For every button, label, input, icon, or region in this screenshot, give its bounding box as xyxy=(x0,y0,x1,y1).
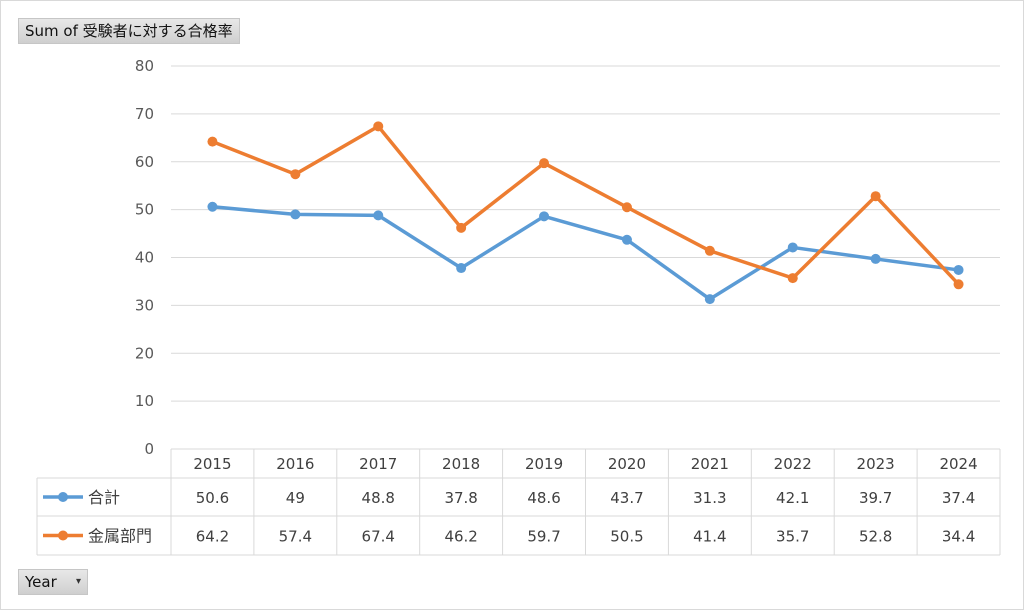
legend-label: 合計 xyxy=(88,488,120,507)
data-table-cell: 34.4 xyxy=(942,528,975,546)
data-point xyxy=(704,294,715,305)
data-point xyxy=(456,222,467,233)
data-table-cell: 37.4 xyxy=(942,489,975,507)
legend-key-marker xyxy=(58,530,68,541)
data-point xyxy=(787,273,798,284)
data-table-cell: 46.2 xyxy=(444,528,477,546)
x-tick-label: 2020 xyxy=(608,455,646,473)
data-table-cell: 43.7 xyxy=(610,489,643,507)
data-point xyxy=(953,264,964,275)
y-tick-label: 80 xyxy=(135,57,154,75)
data-point xyxy=(621,202,632,213)
x-tick-label: 2017 xyxy=(359,455,397,473)
data-point xyxy=(539,211,550,222)
legend-label: 金属部門 xyxy=(88,527,152,546)
data-table-cell: 37.8 xyxy=(444,489,477,507)
x-tick-label: 2015 xyxy=(193,455,231,473)
data-table-cell: 41.4 xyxy=(693,528,726,546)
data-table-cell: 42.1 xyxy=(776,489,809,507)
data-table-cell: 52.8 xyxy=(859,528,892,546)
data-table-cell: 31.3 xyxy=(693,489,726,507)
data-point xyxy=(373,121,384,132)
dropdown-arrow-icon: ▾ xyxy=(75,576,81,587)
data-point xyxy=(870,191,881,202)
x-tick-label: 2024 xyxy=(939,455,977,473)
y-tick-label: 60 xyxy=(135,153,154,171)
data-table-cell: 50.6 xyxy=(196,489,229,507)
data-table-cell: 48.6 xyxy=(527,489,560,507)
data-point xyxy=(373,210,384,221)
data-table-cell: 67.4 xyxy=(362,528,395,546)
data-point xyxy=(870,253,881,264)
x-tick-label: 2021 xyxy=(691,455,729,473)
data-point xyxy=(704,245,715,256)
data-point xyxy=(456,263,467,274)
x-tick-label: 2018 xyxy=(442,455,480,473)
x-tick-label: 2023 xyxy=(857,455,895,473)
data-point xyxy=(207,136,218,147)
data-table-cell: 59.7 xyxy=(527,528,560,546)
data-point xyxy=(621,234,632,245)
series-line xyxy=(210,124,961,287)
x-tick-label: 2022 xyxy=(774,455,812,473)
series-line xyxy=(210,205,961,301)
y-tick-label: 20 xyxy=(135,344,154,362)
data-table-cell: 49 xyxy=(286,489,305,507)
y-tick-label: 50 xyxy=(135,201,154,219)
legend-key-marker xyxy=(58,492,68,502)
x-tick-label: 2016 xyxy=(276,455,314,473)
y-tick-label: 10 xyxy=(135,392,154,410)
y-tick-label: 0 xyxy=(144,440,154,458)
data-point xyxy=(539,158,550,169)
data-table-cell: 35.7 xyxy=(776,528,809,546)
data-point xyxy=(290,209,301,220)
data-point xyxy=(953,279,964,290)
x-tick-label: 2019 xyxy=(525,455,563,473)
axis-field-label: Year xyxy=(25,573,57,591)
data-table-cell: 64.2 xyxy=(196,528,229,546)
data-table-cell: 48.8 xyxy=(362,489,395,507)
data-table-cell: 50.5 xyxy=(610,528,643,546)
data-table-cell: 39.7 xyxy=(859,489,892,507)
value-field-button[interactable]: Sum of 受験者に対する合格率 xyxy=(18,18,240,44)
data-point xyxy=(290,169,301,180)
data-table-cell: 57.4 xyxy=(279,528,312,546)
y-tick-label: 40 xyxy=(135,249,154,267)
y-tick-label: 30 xyxy=(135,296,154,314)
data-point xyxy=(787,242,798,253)
y-tick-label: 70 xyxy=(135,105,154,123)
axis-field-button[interactable]: Year ▾ xyxy=(18,569,88,595)
data-point xyxy=(207,201,218,212)
